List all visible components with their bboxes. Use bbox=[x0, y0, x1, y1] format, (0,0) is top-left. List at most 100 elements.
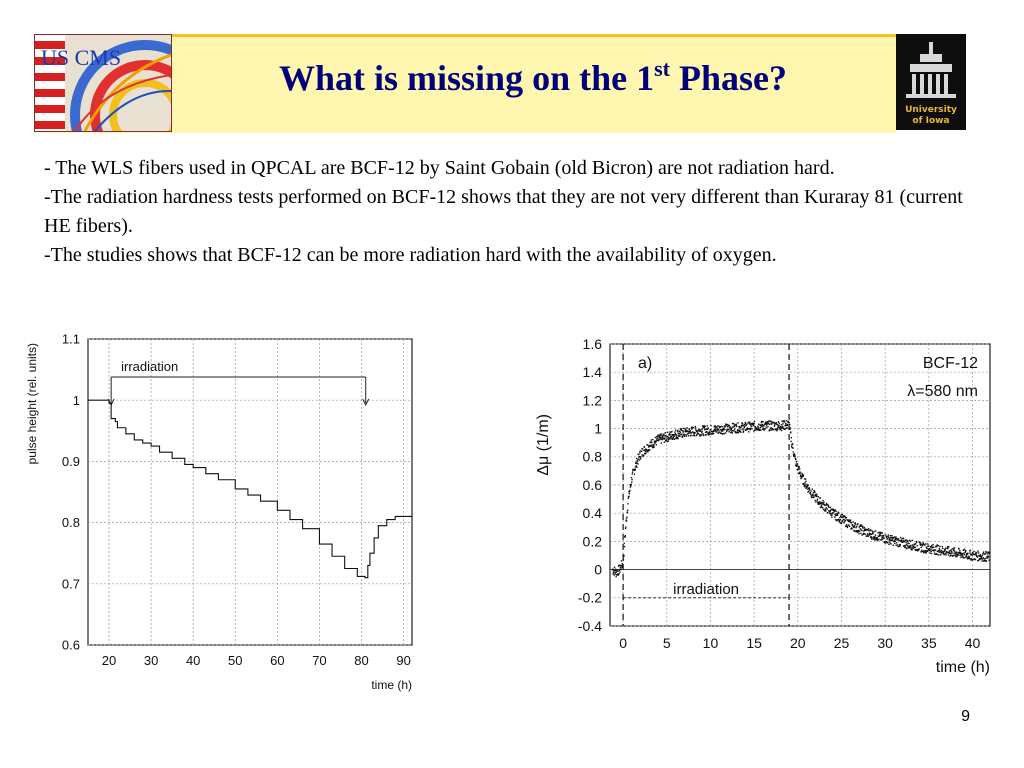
data-point bbox=[688, 428, 690, 430]
data-point bbox=[636, 460, 639, 462]
data-point bbox=[621, 565, 623, 567]
data-point bbox=[839, 522, 841, 524]
data-point bbox=[768, 429, 771, 431]
data-point bbox=[859, 528, 862, 530]
data-point bbox=[818, 503, 820, 505]
data-point bbox=[888, 543, 890, 546]
data-point bbox=[890, 543, 892, 545]
data-point bbox=[731, 422, 734, 425]
data-point bbox=[664, 437, 666, 439]
data-point bbox=[916, 544, 918, 547]
data-point bbox=[910, 547, 913, 549]
data-point bbox=[652, 445, 655, 447]
data-point bbox=[783, 419, 785, 422]
data-point bbox=[648, 448, 650, 451]
data-point bbox=[643, 449, 645, 452]
data-point bbox=[817, 502, 820, 505]
data-point bbox=[679, 432, 681, 435]
data-point bbox=[852, 525, 855, 528]
data-point bbox=[860, 532, 862, 535]
data-point bbox=[959, 554, 961, 557]
data-point bbox=[933, 550, 935, 552]
data-point bbox=[621, 566, 623, 569]
data-point bbox=[915, 540, 918, 543]
data-point bbox=[621, 562, 624, 565]
data-point bbox=[613, 569, 615, 572]
data-point bbox=[636, 466, 638, 468]
data-point bbox=[653, 440, 656, 442]
data-point bbox=[684, 429, 687, 431]
page-number: 9 bbox=[961, 708, 970, 725]
data-point bbox=[921, 549, 923, 552]
data-point bbox=[912, 545, 914, 548]
data-point bbox=[734, 430, 737, 433]
data-point bbox=[719, 426, 721, 428]
data-point bbox=[961, 553, 964, 555]
data-point bbox=[982, 557, 984, 559]
data-point bbox=[766, 421, 769, 423]
data-point bbox=[825, 507, 828, 509]
data-point bbox=[755, 428, 758, 430]
data-point bbox=[725, 425, 727, 427]
data-point bbox=[753, 429, 756, 431]
data-point bbox=[791, 444, 793, 446]
data-point bbox=[865, 535, 867, 537]
data-point bbox=[640, 456, 642, 458]
data-point bbox=[763, 425, 765, 427]
data-point bbox=[942, 547, 944, 550]
data-point bbox=[704, 429, 706, 431]
data-point bbox=[855, 526, 857, 529]
data-point bbox=[715, 426, 717, 428]
data-point bbox=[958, 552, 960, 554]
data-point bbox=[780, 427, 782, 429]
data-point bbox=[947, 547, 949, 550]
data-point bbox=[701, 425, 704, 427]
data-point bbox=[862, 533, 865, 536]
data-point bbox=[747, 421, 750, 424]
data-point bbox=[682, 431, 684, 433]
data-point bbox=[881, 538, 884, 541]
data-point bbox=[866, 529, 868, 531]
data-point bbox=[641, 448, 644, 450]
data-point bbox=[759, 429, 761, 431]
data-point bbox=[719, 431, 721, 433]
data-point bbox=[731, 427, 733, 429]
data-point bbox=[613, 566, 616, 569]
data-point bbox=[896, 542, 898, 544]
data-point bbox=[687, 433, 689, 435]
data-point bbox=[949, 554, 952, 557]
data-point bbox=[675, 437, 677, 439]
data-point bbox=[698, 428, 700, 431]
data-point bbox=[805, 487, 807, 490]
data-point bbox=[838, 519, 841, 521]
data-point bbox=[818, 502, 821, 504]
data-point bbox=[760, 421, 763, 424]
data-point bbox=[979, 555, 981, 557]
data-point bbox=[743, 428, 745, 430]
data-point bbox=[858, 530, 860, 533]
data-point bbox=[767, 426, 769, 428]
data-point bbox=[856, 531, 858, 533]
data-point bbox=[714, 430, 717, 432]
data-point bbox=[737, 431, 740, 434]
data-point bbox=[795, 461, 798, 463]
data-point bbox=[785, 422, 787, 425]
data-point bbox=[749, 421, 751, 423]
data-point bbox=[851, 528, 853, 530]
data-point bbox=[714, 428, 716, 431]
data-point bbox=[694, 432, 696, 434]
data-point bbox=[889, 534, 892, 537]
data-point bbox=[706, 428, 709, 431]
data-point bbox=[980, 557, 983, 559]
data-point bbox=[718, 431, 720, 433]
data-point bbox=[836, 512, 839, 515]
data-point bbox=[837, 511, 839, 513]
data-point bbox=[619, 566, 622, 569]
y-tick-label: 0.7 bbox=[62, 576, 80, 591]
data-point bbox=[830, 508, 832, 511]
data-point bbox=[888, 539, 890, 541]
data-point bbox=[911, 544, 914, 546]
data-point bbox=[896, 544, 899, 546]
data-point bbox=[699, 430, 702, 432]
data-point bbox=[770, 427, 773, 429]
